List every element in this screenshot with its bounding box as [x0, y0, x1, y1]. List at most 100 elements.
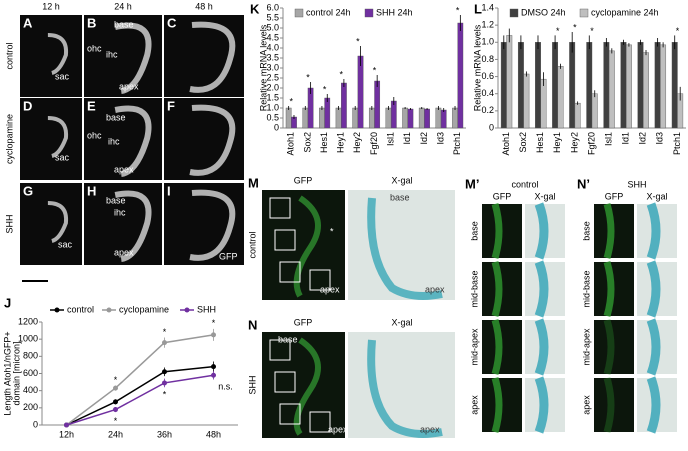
y-tick-label: 3.0	[266, 62, 279, 72]
gfp-image	[262, 332, 345, 438]
x-tick-label: Atoh1	[501, 132, 511, 156]
strip-title: control	[511, 179, 538, 189]
annotation: *	[306, 72, 310, 82]
column-header: GFP	[294, 317, 313, 327]
cochlea-signal	[189, 21, 236, 93]
y-tick-label: 6.0	[266, 2, 279, 12]
panel-letter: C	[167, 15, 177, 30]
panel-letter: G	[23, 183, 33, 198]
bar	[654, 42, 661, 129]
row-label: base	[469, 221, 479, 241]
roi-box	[309, 411, 331, 433]
image-label: ihc	[108, 136, 120, 146]
bar	[352, 107, 359, 129]
x-tick-label: Ptch1	[452, 132, 462, 155]
x-tick-label: 36h	[157, 429, 172, 439]
row-label: base	[581, 221, 591, 241]
bar	[506, 35, 513, 129]
legend-label: DMSO 24h	[521, 7, 566, 17]
bar	[671, 42, 678, 129]
x-tick-label: Id2	[419, 132, 429, 145]
y-tick-label: 4.5	[266, 32, 279, 42]
x-tick-label: Hey1	[336, 132, 346, 153]
marker	[113, 385, 118, 391]
column-header: GFP	[605, 191, 624, 201]
x-tick-label: Id1	[402, 132, 412, 145]
bar	[569, 42, 576, 129]
marker	[162, 369, 167, 375]
xgal-signal	[367, 339, 443, 438]
gfp-signal	[491, 377, 503, 433]
row-label: cyclopamine	[4, 114, 14, 164]
marker	[113, 399, 118, 405]
panel-letter: N’	[577, 176, 590, 191]
gfp-signal	[491, 203, 503, 259]
cochlea-signal	[114, 190, 152, 262]
annotation: *	[114, 375, 118, 385]
image-label: apex	[114, 247, 134, 257]
panel-letter: A	[23, 15, 33, 30]
image-label: ihc	[106, 49, 118, 59]
bar	[374, 80, 381, 129]
y-tick-label: 1.2	[481, 20, 494, 30]
column-header: X-gal	[391, 317, 412, 327]
annotation: *	[339, 69, 343, 79]
line	[66, 374, 214, 426]
legend-swatch	[579, 8, 589, 18]
bar	[637, 42, 644, 129]
y-tick-label: 800	[23, 351, 38, 361]
bar	[535, 42, 541, 129]
xgal-signal	[534, 202, 549, 260]
x-tick-label: Hey2	[352, 132, 362, 153]
cochlea-signal	[47, 116, 69, 158]
bar	[574, 102, 581, 129]
xgal-signal	[534, 376, 549, 434]
y-tick-label: 5.0	[266, 22, 279, 32]
legend-marker	[54, 307, 60, 313]
panel-letter: L	[474, 1, 482, 16]
column-header: GFP	[294, 175, 313, 185]
x-tick-label: Fgf20	[369, 132, 379, 155]
x-tick-label: Fgf20	[586, 132, 596, 155]
gfp-image	[262, 190, 345, 300]
gfp-image	[594, 378, 634, 432]
row-label: mid-apex	[469, 328, 479, 366]
marker	[211, 364, 216, 370]
legend-marker	[106, 307, 112, 313]
gfp-signal	[491, 319, 503, 375]
y-tick-label: 1.4	[481, 2, 494, 12]
panel-letter: H	[87, 183, 96, 198]
roi-box	[269, 197, 291, 219]
xgal-image	[348, 190, 455, 300]
bar	[500, 42, 507, 129]
x-tick-label: Id3	[655, 132, 665, 145]
image-label: base	[106, 195, 126, 205]
y-axis-label: Length Atoh1/nGFP+	[2, 331, 12, 415]
panel-letter: M’	[465, 176, 479, 191]
row-label: control	[247, 231, 257, 258]
annotation: *	[212, 318, 216, 328]
y-tick-label: 0.2	[481, 105, 494, 115]
x-tick-label: 48h	[206, 429, 221, 439]
panel-letter: M	[248, 175, 259, 190]
image-label: base	[278, 334, 298, 344]
roi-box	[279, 403, 301, 425]
panel-letter: F	[167, 98, 175, 113]
x-tick-label: Id1	[621, 132, 631, 145]
x-tick-label: Hey1	[552, 132, 562, 153]
cochlea-signal	[189, 104, 236, 176]
marker	[211, 332, 216, 338]
x-tick-label: Hey2	[569, 132, 579, 153]
y-tick-label: 1000	[18, 334, 38, 344]
annotation: *	[290, 96, 294, 106]
y-tick-label: 0.5	[266, 112, 279, 122]
marker	[113, 407, 118, 413]
marker	[211, 372, 216, 378]
column-header: 48 h	[195, 1, 213, 11]
bar	[335, 107, 342, 129]
image-label: *	[330, 226, 334, 236]
y-tick-label: 1.0	[481, 37, 494, 47]
y-tick-label: 0	[274, 122, 279, 132]
annotation: *	[556, 26, 560, 36]
